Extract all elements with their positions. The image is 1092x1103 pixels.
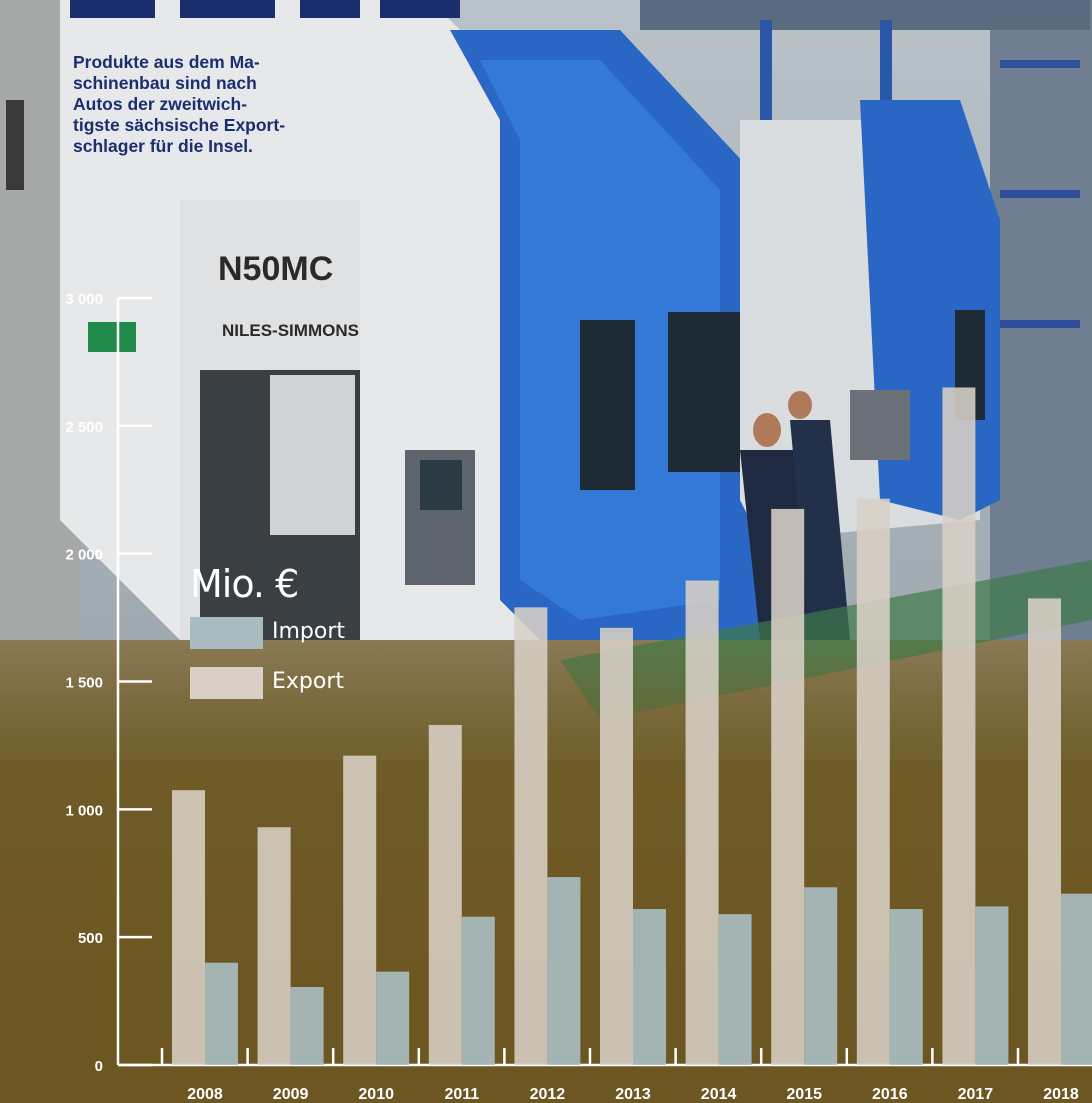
machine-model-text: N50MC <box>218 250 333 288</box>
bar-import-2018 <box>1061 893 1092 1065</box>
bar-export-2018 <box>1028 598 1061 1065</box>
x-tick-label-2013: 2013 <box>615 1086 651 1103</box>
bar-import-2016 <box>889 909 923 1065</box>
x-tick-label-2015: 2015 <box>786 1086 822 1103</box>
x-tick-label-2008: 2008 <box>187 1086 223 1103</box>
bar-import-2011 <box>461 916 495 1065</box>
x-tick-label-2012: 2012 <box>530 1086 566 1103</box>
legend-unit-title: Mio. € <box>190 562 299 606</box>
x-tick-label-2011: 2011 <box>444 1086 479 1103</box>
x-tick-label-2017: 2017 <box>958 1086 994 1103</box>
x-tick-label-2009: 2009 <box>273 1086 309 1103</box>
y-tick-label: 3 000 <box>65 291 103 308</box>
bar-export-2010 <box>343 755 377 1065</box>
legend-swatch-import <box>190 617 263 649</box>
bar-export-2009 <box>257 827 291 1065</box>
legend-label-export: Export <box>272 669 345 694</box>
bar-export-2013 <box>600 627 633 1065</box>
y-tick-label: 2 500 <box>65 419 103 436</box>
bar-export-2015 <box>771 508 805 1065</box>
headline-fragment-cropped <box>70 0 470 18</box>
bar-import-2009 <box>290 987 324 1065</box>
y-tick-label: 0 <box>95 1058 103 1075</box>
bar-export-2016 <box>856 498 890 1065</box>
bar-export-2008 <box>172 790 205 1065</box>
bars <box>172 387 1092 1065</box>
bar-import-2017 <box>975 906 1009 1065</box>
bar-export-2012 <box>514 607 548 1065</box>
bar-export-2011 <box>428 724 462 1065</box>
caption-text: Produkte aus dem Ma- schinenbau sind nac… <box>73 52 286 156</box>
bar-import-2015 <box>804 887 838 1065</box>
x-tick-label-2016: 2016 <box>872 1086 908 1103</box>
y-tick-label: 1 500 <box>65 675 103 692</box>
x-tick-label-2010: 2010 <box>358 1086 394 1103</box>
legend-swatch-export <box>190 667 263 699</box>
bar-import-2014 <box>718 914 752 1065</box>
x-axis-labels: 2008 2009 2010 2011 2012 2013 2014 2015 2016 2017… <box>187 1086 1079 1103</box>
bar-export-2017 <box>942 387 976 1065</box>
bar-export-2014 <box>685 580 719 1065</box>
y-tick-label: 500 <box>78 930 103 947</box>
bar-import-2010 <box>376 971 410 1065</box>
x-tick-label-2014: 2014 <box>701 1086 737 1103</box>
machine-brand-text: NILES-SIMMONS <box>222 321 359 340</box>
bar-import-2012 <box>547 877 581 1065</box>
legend-label-import: Import <box>272 619 346 644</box>
bar-import-2008 <box>205 962 238 1065</box>
y-tick-label: 2 000 <box>65 547 103 564</box>
x-tick-label-2018: 2018 <box>1043 1086 1079 1103</box>
y-tick-label: 1 000 <box>65 802 103 819</box>
bar-import-2013 <box>633 909 666 1065</box>
